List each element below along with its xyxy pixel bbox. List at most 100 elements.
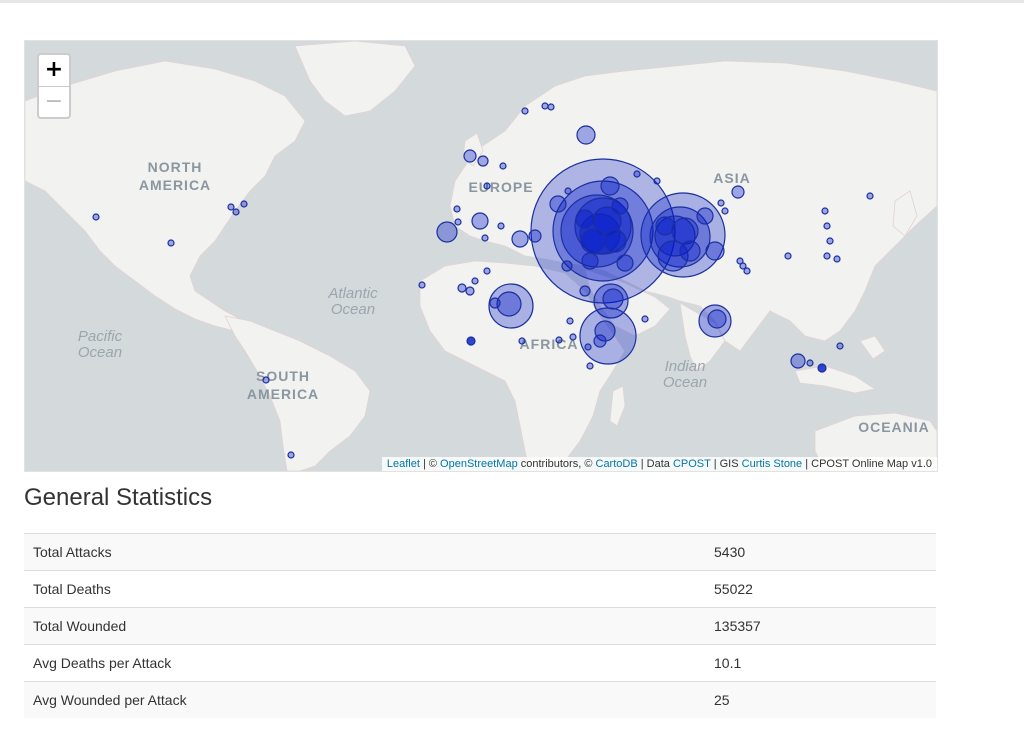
attack-marker[interactable] <box>821 207 829 215</box>
attack-marker[interactable] <box>418 281 426 289</box>
attack-marker[interactable] <box>579 213 621 255</box>
attack-marker[interactable] <box>521 107 529 115</box>
attack-marker[interactable] <box>592 206 622 236</box>
stat-value: 135357 <box>712 607 936 645</box>
attack-marker[interactable] <box>518 337 526 345</box>
attack-marker[interactable] <box>581 252 599 270</box>
attack-marker[interactable] <box>579 285 591 297</box>
attack-marker[interactable] <box>823 252 831 260</box>
attack-marker[interactable] <box>497 222 505 230</box>
attack-marker[interactable] <box>653 177 661 185</box>
attack-marker[interactable] <box>731 185 745 199</box>
attack-marker[interactable] <box>471 212 489 230</box>
attack-marker[interactable] <box>262 376 270 384</box>
attack-marker[interactable] <box>453 205 461 213</box>
attack-marker[interactable] <box>743 267 751 275</box>
attack-marker[interactable] <box>655 216 675 236</box>
attack-marker[interactable] <box>600 176 620 196</box>
attack-marker[interactable] <box>240 200 248 208</box>
cartodb-link[interactable]: CartoDB <box>595 458 638 470</box>
attack-marker[interactable] <box>823 222 831 230</box>
attack-marker[interactable] <box>641 315 649 323</box>
stat-value: 55022 <box>712 570 936 608</box>
attack-marker[interactable] <box>790 353 806 369</box>
attack-marker[interactable] <box>167 239 175 247</box>
attack-marker[interactable] <box>483 182 491 190</box>
leaflet-link[interactable]: Leaflet <box>386 458 420 470</box>
map-canvas[interactable]: NORTH AMERICA SOUTH AMERICA EUROPE ASIA … <box>25 41 937 471</box>
osm-link[interactable]: OpenStreetMap <box>440 458 518 470</box>
attack-marker[interactable] <box>679 240 701 262</box>
attack-marker[interactable] <box>602 288 624 310</box>
attack-marker[interactable] <box>640 192 726 278</box>
attack-marker[interactable] <box>528 229 542 243</box>
attack-marker[interactable] <box>488 283 534 329</box>
attack-marker[interactable] <box>696 207 714 225</box>
attack-marker[interactable] <box>511 230 529 248</box>
attack-marker[interactable] <box>466 336 476 346</box>
attack-marker[interactable] <box>833 255 841 263</box>
attack-marker[interactable] <box>477 155 489 167</box>
attack-marker[interactable] <box>287 451 295 459</box>
attack-marker[interactable] <box>817 363 827 373</box>
zoom-out-button[interactable]: − <box>44 89 64 114</box>
attack-marker[interactable] <box>736 257 744 265</box>
attack-marker[interactable] <box>569 333 577 341</box>
attack-marker[interactable] <box>576 125 596 145</box>
attack-marker[interactable] <box>611 197 629 215</box>
attack-marker[interactable] <box>547 103 555 111</box>
cpost-link[interactable]: CPOST <box>672 458 711 470</box>
attack-marker[interactable] <box>586 362 594 370</box>
attack-marker[interactable] <box>739 262 747 270</box>
attack-marker[interactable] <box>541 102 549 110</box>
attack-marker[interactable] <box>616 254 634 272</box>
attack-marker[interactable] <box>561 260 573 272</box>
attack-marker[interactable] <box>463 149 477 163</box>
label-pacific-2: Ocean <box>78 344 122 361</box>
attack-marker[interactable] <box>705 241 725 261</box>
attack-marker[interactable] <box>633 170 641 178</box>
attack-marker[interactable] <box>707 309 727 329</box>
attack-marker[interactable] <box>721 207 729 215</box>
attack-marker[interactable] <box>826 237 834 245</box>
landmass <box>25 60 306 332</box>
attack-marker[interactable] <box>593 334 607 348</box>
attack-marker[interactable] <box>496 291 522 317</box>
attack-marker[interactable] <box>564 187 572 195</box>
attack-marker[interactable] <box>566 317 574 325</box>
attack-map[interactable]: NORTH AMERICA SOUTH AMERICA EUROPE ASIA … <box>24 40 938 472</box>
attack-marker[interactable] <box>575 209 595 229</box>
label-north-america-1: NORTH <box>148 159 203 175</box>
attack-marker[interactable] <box>483 267 491 275</box>
attack-marker[interactable] <box>806 359 814 367</box>
attack-marker[interactable] <box>227 203 235 211</box>
zoom-in-button[interactable]: + <box>39 55 69 87</box>
attribution-data: | Data <box>637 458 673 470</box>
attack-marker[interactable] <box>489 297 501 309</box>
attack-marker[interactable] <box>784 252 792 260</box>
attack-marker[interactable] <box>594 320 616 342</box>
attack-marker[interactable] <box>717 199 725 207</box>
attack-marker[interactable] <box>593 283 629 319</box>
attack-marker[interactable] <box>499 162 507 170</box>
attack-marker[interactable] <box>579 307 637 365</box>
attack-marker[interactable] <box>457 283 467 293</box>
attack-marker[interactable] <box>471 277 479 285</box>
attack-marker[interactable] <box>549 195 567 213</box>
attack-marker[interactable] <box>836 342 844 350</box>
attack-marker[interactable] <box>603 229 627 253</box>
attack-marker[interactable] <box>654 215 696 257</box>
attack-marker[interactable] <box>584 343 592 351</box>
attack-marker[interactable] <box>232 208 240 216</box>
attack-marker[interactable] <box>866 192 874 200</box>
attack-markers[interactable] <box>92 102 874 459</box>
attack-marker[interactable] <box>454 218 462 226</box>
attack-marker[interactable] <box>580 228 606 254</box>
author-link[interactable]: Curtis Stone <box>741 458 803 470</box>
attack-marker[interactable] <box>555 336 563 344</box>
attack-marker[interactable] <box>436 221 458 243</box>
attack-marker[interactable] <box>481 234 489 242</box>
attack-marker[interactable] <box>671 217 699 245</box>
attack-marker[interactable] <box>92 213 100 221</box>
attack-marker[interactable] <box>465 286 475 296</box>
